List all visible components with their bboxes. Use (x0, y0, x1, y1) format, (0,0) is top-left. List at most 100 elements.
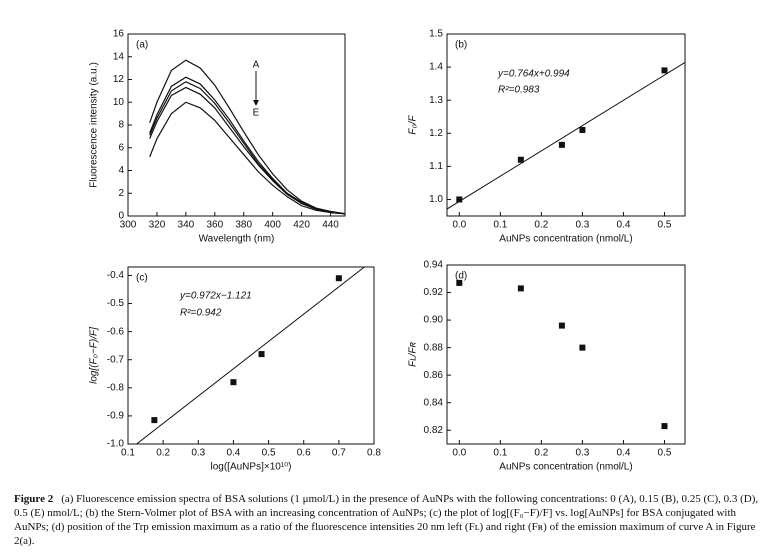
y-tick-label: 1.4 (429, 62, 443, 73)
fit-line (447, 61, 685, 210)
y-tick-label: -1.0 (107, 439, 125, 450)
x-tick-label: 0.4 (616, 448, 630, 459)
x-tick-label: 300 (120, 220, 137, 231)
y-tick-label: 2 (118, 188, 124, 199)
x-tick-label: 0.1 (493, 220, 507, 231)
point (558, 322, 565, 329)
curve (149, 59, 345, 215)
fit-equation: y=0.972x−1.121 (179, 291, 252, 302)
x-tick-label: 0.7 (332, 448, 346, 459)
x-tick-label: 400 (264, 220, 281, 231)
y-tick-label: 8 (118, 120, 124, 131)
y-tick-label: 4 (118, 165, 124, 176)
x-tick-label: 0.0 (452, 448, 466, 459)
fit-equation: y=0.764x+0.994 (497, 69, 570, 80)
x-axis-label: AuNPs concentration (nmol/L) (499, 462, 632, 473)
point (517, 285, 524, 292)
y-tick-label: -0.9 (107, 411, 125, 422)
point (661, 67, 668, 74)
point (517, 156, 524, 163)
fit-r-squared: R²=0.942 (180, 308, 222, 319)
x-tick-label: 0.5 (658, 448, 672, 459)
y-tick-label: 0.90 (424, 315, 444, 326)
x-axis-label: Wavelength (nm) (199, 234, 275, 245)
x-tick-label: 380 (235, 220, 252, 231)
x-axis-label: AuNPs concentration (nmol/L) (499, 234, 632, 245)
x-tick-label: 0.1 (121, 448, 135, 459)
x-tick-label: 0.3 (575, 448, 589, 459)
y-tick-label: 14 (113, 51, 125, 62)
x-tick-label: 0.4 (226, 448, 240, 459)
panel-label: (b) (455, 40, 467, 51)
caption-label: Figure 2 (14, 493, 54, 505)
panel-label: (c) (136, 273, 148, 284)
y-tick-label: 1.5 (429, 29, 443, 40)
point (558, 141, 565, 148)
y-axis-label: F₀/F (408, 115, 419, 135)
x-tick-label: 0.0 (452, 220, 466, 231)
y-tick-label: 12 (113, 74, 125, 85)
x-tick-label: 360 (206, 220, 223, 231)
arrow-end-label: E (253, 108, 260, 119)
curve (149, 86, 345, 215)
panel-label: (a) (136, 40, 148, 51)
y-tick-label: 0.88 (424, 342, 444, 353)
point (579, 126, 586, 133)
x-tick-label: 0.4 (616, 220, 630, 231)
y-tick-label: 1.3 (429, 95, 443, 106)
x-tick-label: 420 (293, 220, 310, 231)
point (335, 275, 342, 282)
panel-label: (d) (455, 271, 467, 282)
y-tick-label: -0.7 (107, 354, 125, 365)
caption: Figure 2 (a) Fluorescence emission spectr… (14, 492, 770, 548)
y-tick-label: 1.1 (429, 161, 443, 172)
x-tick-label: 320 (149, 220, 166, 231)
plot-frame (446, 264, 686, 445)
point (456, 279, 463, 286)
caption-text: (a) Fluorescence emission spectra of BSA… (14, 493, 759, 547)
y-tick-label: 0.84 (424, 397, 444, 408)
curve (149, 76, 345, 215)
x-tick-label: 0.2 (156, 448, 170, 459)
y-tick-label: 0.82 (424, 425, 444, 436)
y-tick-label: -0.5 (107, 298, 125, 309)
x-tick-label: 340 (178, 220, 195, 231)
y-tick-label: -0.6 (107, 326, 125, 337)
point (456, 196, 463, 203)
arrow-start-label: A (253, 60, 260, 71)
x-tick-label: 0.5 (262, 448, 276, 459)
y-tick-label: 0.86 (424, 370, 444, 381)
x-tick-label: 440 (322, 220, 339, 231)
y-tick-label: 16 (113, 29, 125, 40)
plot-frame (446, 33, 686, 217)
x-tick-label: 0.5 (658, 220, 672, 231)
x-tick-label: 0.8 (367, 448, 381, 459)
y-tick-label: 1.2 (429, 128, 443, 139)
point (258, 351, 265, 358)
y-tick-label: 10 (113, 97, 125, 108)
x-tick-label: 0.6 (297, 448, 311, 459)
curve (149, 101, 345, 215)
point (230, 379, 237, 386)
x-tick-label: 0.3 (191, 448, 205, 459)
y-tick-label: -0.8 (107, 382, 125, 393)
plot-frame (127, 266, 375, 445)
point (661, 423, 668, 430)
y-tick-label: 6 (118, 142, 124, 153)
x-tick-label: 0.1 (493, 448, 507, 459)
y-axis-label: log[(F₀−F)/F] (89, 327, 100, 384)
y-tick-label: 0.92 (424, 287, 444, 298)
x-axis-label: log([AuNPs]×10¹⁰) (211, 462, 292, 473)
y-axis-label: Fluorescence intensity (a.u.) (89, 62, 100, 188)
x-tick-label: 0.3 (575, 220, 589, 231)
plot-frame (127, 33, 346, 217)
arrow-head (253, 100, 259, 106)
y-tick-label: 0 (118, 211, 124, 222)
fit-line (135, 267, 366, 444)
figure: 300 320 340 360 380 400 420 440 0 2 4 6 8 10 12 14 16 Wav… (89, 29, 686, 473)
y-tick-label: 1.0 (429, 194, 443, 205)
x-tick-label: 0.2 (534, 448, 548, 459)
y-tick-label: 0.94 (424, 260, 444, 271)
y-tick-label: -0.4 (107, 270, 125, 281)
point (579, 344, 586, 351)
